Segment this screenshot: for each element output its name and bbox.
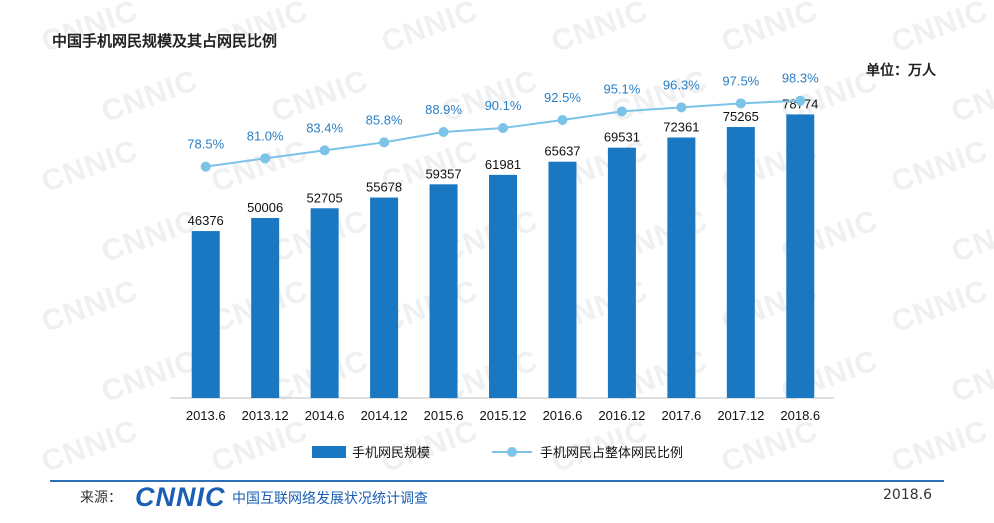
footer-divider — [50, 480, 944, 482]
x-tick-label: 2017.12 — [717, 408, 764, 423]
ratio-label: 98.3% — [782, 71, 819, 86]
ratio-label: 83.4% — [306, 120, 343, 135]
bar-value-label: 59357 — [425, 166, 461, 181]
legend-swatch-point — [507, 447, 517, 457]
ratio-label: 85.8% — [366, 112, 403, 127]
ratio-point — [438, 127, 449, 137]
ratio-label: 81.0% — [247, 128, 284, 143]
legend-label-line: 手机网民占整体网民比例 — [540, 446, 683, 461]
cnnic-logo: CNNIC — [135, 482, 226, 512]
bar — [370, 197, 399, 398]
bar — [786, 114, 815, 398]
x-tick-label: 2016.6 — [543, 408, 583, 423]
ratio-point — [557, 115, 568, 125]
ratio-point — [735, 98, 746, 109]
source-label: 来源： — [80, 490, 122, 506]
ratio-label: 90.1% — [485, 98, 522, 113]
report-date: 2018.6 — [883, 487, 932, 503]
x-tick-label: 2015.6 — [424, 408, 464, 423]
ratio-point — [379, 137, 390, 148]
x-tick-label: 2016.12 — [598, 408, 645, 423]
ratio-point — [498, 123, 508, 133]
ratio-point — [616, 106, 627, 117]
unit-label: 单位：万人 — [866, 63, 936, 79]
bar-value-label: 55678 — [366, 180, 402, 195]
x-tick-label: 2013.6 — [186, 408, 226, 423]
x-tick-label: 2014.6 — [305, 408, 345, 423]
bar-value-label: 75265 — [723, 109, 759, 124]
x-tick-label: 2015.12 — [480, 408, 527, 423]
chart-title: 中国手机网民规模及其占网民比例 — [52, 32, 278, 50]
bar — [429, 184, 458, 398]
ratio-label: 95.1% — [603, 81, 640, 96]
bar-value-label: 72361 — [663, 120, 699, 135]
ratio-label: 97.5% — [722, 73, 759, 88]
ratio-point — [676, 102, 687, 113]
bar-value-label: 50006 — [247, 200, 283, 215]
bar — [548, 161, 577, 398]
ratio-point — [795, 95, 806, 106]
bar-value-label: 46376 — [188, 213, 224, 228]
chart-svg: 46376 2013.6 50006 2013.12 52705 2014.6 55678 2… — [170, 71, 834, 461]
legend-label-bar: 手机网民规模 — [352, 446, 430, 461]
bar — [489, 174, 517, 398]
bar-value-label: 52705 — [307, 190, 343, 205]
bar — [310, 208, 339, 398]
ratio-point — [319, 145, 330, 156]
x-tick-label: 2018.6 — [780, 408, 820, 423]
source-organization: 中国互联网络发展状况统计调查 — [232, 491, 428, 507]
bar-value-label: 65637 — [544, 144, 580, 159]
ratio-label: 96.3% — [663, 77, 700, 92]
bar-value-label: 61981 — [485, 157, 521, 172]
ratio-point — [260, 153, 271, 164]
x-tick-label: 2013.12 — [242, 408, 289, 423]
bar-value-label: 69531 — [604, 130, 640, 145]
ratio-label: 92.5% — [544, 90, 581, 105]
bar — [667, 137, 696, 398]
ratio-point — [200, 161, 211, 172]
x-tick-label: 2017.6 — [661, 408, 701, 423]
ratio-label: 88.9% — [425, 102, 462, 117]
legend-swatch-bar — [312, 446, 346, 458]
bar — [191, 231, 220, 398]
x-tick-label: 2014.12 — [361, 408, 408, 423]
bar — [251, 217, 280, 398]
bar — [726, 127, 755, 399]
ratio-label: 78.5% — [187, 137, 224, 152]
bar — [607, 147, 636, 398]
